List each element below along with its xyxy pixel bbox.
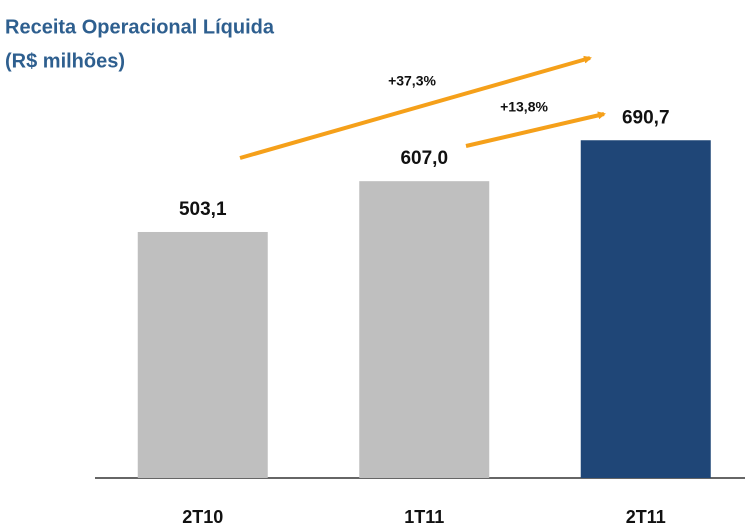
value-label: 690,7	[622, 107, 670, 128]
bar	[580, 140, 711, 479]
chart-subtitle: (R$ milhões)	[5, 50, 125, 72]
growth-arrow	[465, 111, 606, 148]
x-tick-label: 1T11	[404, 507, 444, 527]
bar	[137, 231, 268, 478]
annotation: +13,8%	[500, 99, 548, 115]
value-label: 503,1	[179, 199, 227, 220]
x-tick-label: 2T10	[182, 507, 223, 527]
growth-arrow	[239, 55, 592, 160]
value-label: 607,0	[400, 148, 448, 169]
chart-title: Receita Operacional Líquida	[5, 16, 275, 38]
bar	[359, 181, 490, 478]
annotation: +37,3%	[388, 73, 436, 89]
x-tick-label: 2T11	[626, 507, 666, 527]
